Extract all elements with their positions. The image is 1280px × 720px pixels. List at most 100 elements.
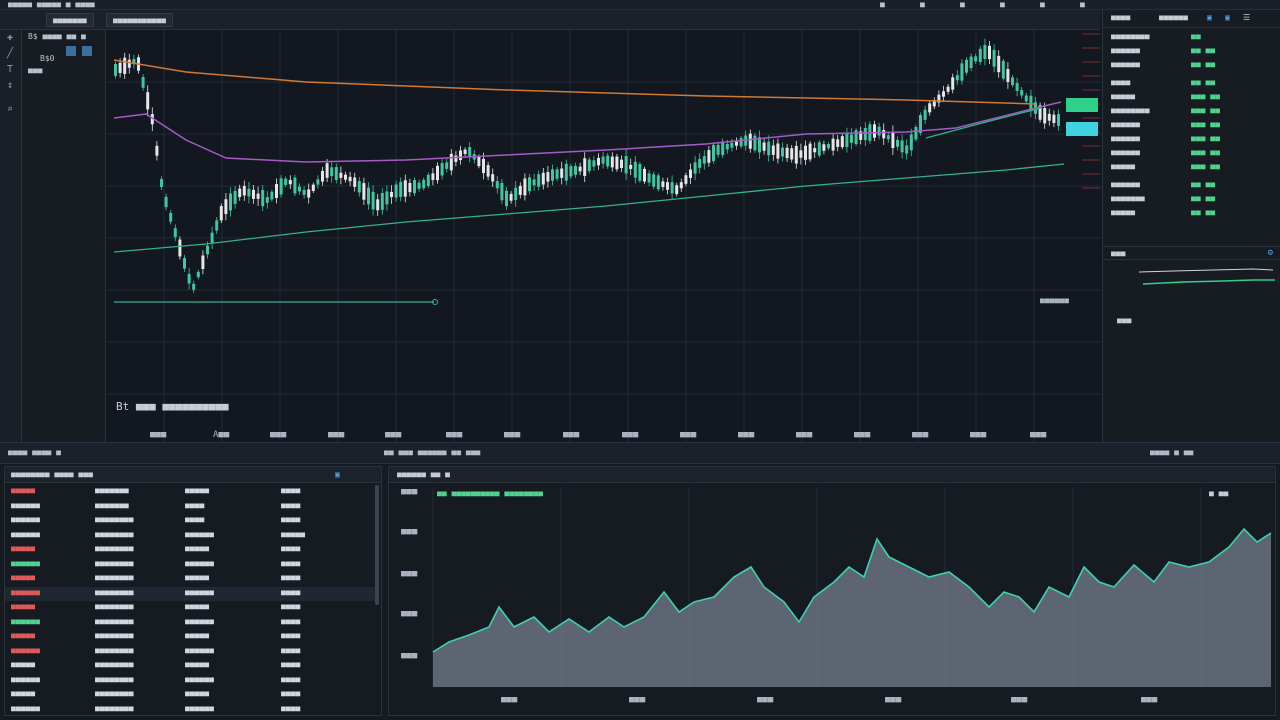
top-icon-4[interactable]: ■: [1000, 0, 1005, 9]
toolbar-left-text[interactable]: ■■■■ ■■■■ ■: [8, 448, 61, 457]
order-book-row[interactable]: ■■■■■■ ■■■■■■■■ ■■■■■■ ■■■■: [5, 674, 375, 688]
order-book-scrollbar[interactable]: [375, 485, 379, 605]
order-book-panel: ■■■■■■■■ ■■■■ ■■■ ▣ ■■■■■ ■■■■■■■ ■■■■■ ■■■…: [4, 466, 382, 716]
order-book-row[interactable]: ■■■■■■■■■■■■■■■■■■■■■■: [5, 514, 375, 528]
candle-body: [537, 174, 541, 187]
y-tick-label: ■■■: [401, 487, 418, 497]
panel-icon[interactable]: ▣: [1207, 13, 1212, 22]
order-book-row[interactable]: ■■■■■■ ■■■■■■■■ ■■■■■■ ■■■■: [5, 586, 375, 601]
order-book-row[interactable]: ■■■■■■ ■■■■■■■■ ■■■■■■ ■■■■: [5, 703, 375, 717]
candle-body: [564, 163, 568, 181]
candle-body: [491, 174, 495, 182]
candle-body: [141, 76, 145, 88]
candle-body: [900, 140, 904, 153]
order-book-row[interactable]: ■■■■■■■■■■■■■■■■■■■■■■: [5, 630, 375, 644]
candle-body: [850, 134, 853, 143]
candle-body: [486, 165, 490, 177]
market-info-row: ■■■■■■■■ ■■: [1111, 32, 1275, 44]
order-book-cell: ■■■■■■: [185, 529, 214, 539]
order-book-row[interactable]: ■■■■■■ ■■■■■■■■ ■■■■■■ ■■■■■: [5, 529, 375, 543]
candle-body: [118, 62, 122, 74]
order-book-row[interactable]: ■■■■■■ ■■■■■■■■ ■■■■■■ ■■■■: [5, 645, 375, 659]
tab-1[interactable]: ■■■■■■■: [46, 13, 94, 27]
measure-icon[interactable]: ↕: [6, 80, 14, 91]
expand-icon[interactable]: ▣: [335, 470, 340, 479]
trend-line-icon[interactable]: ╱: [6, 48, 14, 59]
candle-body: [891, 132, 895, 149]
candle-body: [794, 145, 798, 164]
x-tick-label: ■■■: [738, 430, 755, 440]
y-tick-label: ■■■: [401, 527, 418, 537]
price-chart[interactable]: Bt ■■■ ■■■■■■■■■■ ■■■■■■: [106, 30, 1102, 442]
market-info-key: ■■■■: [1111, 78, 1131, 87]
panel-icon[interactable]: ☰: [1243, 13, 1251, 22]
tab-2[interactable]: ■■■■■■■■■■■: [106, 13, 173, 27]
top-icon-2[interactable]: ■: [920, 0, 925, 9]
candle-body: [771, 145, 775, 155]
y-tick-label: ■■■: [401, 609, 418, 619]
candle-body: [1015, 83, 1019, 91]
candle-body: [601, 156, 605, 164]
toolbar-center-text[interactable]: ■■ ■■■ ■■■■■■ ■■ ■■■: [384, 448, 481, 457]
top-icon-5[interactable]: ■: [1040, 0, 1045, 9]
text-tool-icon[interactable]: T: [6, 64, 14, 75]
candle-body: [1047, 113, 1051, 121]
top-icon-3[interactable]: ■: [960, 0, 965, 9]
order-book-row[interactable]: ■■■■■■ ■■■■■■■■ ■■■■■■ ■■■■: [5, 558, 375, 572]
candle-body: [670, 182, 674, 194]
top-icon-1[interactable]: ■: [880, 0, 885, 9]
compare-icon[interactable]: [82, 46, 92, 56]
panel-icon[interactable]: ▣: [1225, 13, 1230, 22]
order-book-row[interactable]: ■■■■■■■■■■■■■■■■■■■■■: [5, 500, 375, 514]
order-book-row[interactable]: ■■■■■■■■■■■■■■■■■■■■■■: [5, 543, 375, 557]
candle-body: [160, 179, 163, 187]
candle-body: [192, 283, 196, 290]
candle-body: [905, 145, 909, 154]
candle-body: [546, 172, 550, 182]
market-info-value: ■■■ ■■: [1191, 92, 1220, 101]
toolbar-right-text[interactable]: ■■■■ ■ ■■: [1150, 448, 1194, 457]
candle-body: [767, 141, 771, 156]
order-book-row[interactable]: ■■■■■■■■■■■■■■■■■■■■■■: [5, 688, 375, 702]
top-icon-6[interactable]: ■: [1080, 0, 1085, 9]
candle-body: [1038, 105, 1042, 120]
candle-body: [422, 179, 426, 189]
order-book-cell: ■■■■■■: [185, 558, 214, 568]
link-icon[interactable]: [66, 46, 76, 56]
x-tick-label: A■■: [213, 430, 230, 440]
candle-body: [937, 94, 941, 103]
order-book-row[interactable]: ■■■■■■ ■■■■■■■■ ■■■■■■ ■■■■: [5, 616, 375, 630]
cursor-icon[interactable]: ✚: [6, 32, 14, 43]
order-book-row[interactable]: ■■■■■■■■■■■■■■■■■■■■■■: [5, 572, 375, 586]
order-book-title[interactable]: ■■■■■■■■ ■■■■ ■■■: [11, 470, 93, 479]
zoom-icon[interactable]: ⌕: [6, 104, 14, 115]
order-book-cell: ■■■■■■■■: [95, 573, 134, 582]
candle-body: [298, 186, 301, 192]
candle-body: [707, 150, 711, 163]
candle-body: [716, 144, 720, 155]
candle-body: [1006, 69, 1010, 82]
candle-body: [620, 159, 623, 168]
candle-body: [983, 44, 987, 59]
candle-body: [357, 181, 361, 193]
settings-icon[interactable]: ⚙: [1267, 248, 1273, 258]
volume-area-title[interactable]: ■■■■■■ ■■ ■: [397, 470, 450, 479]
y-tick-label: ■■■: [401, 651, 418, 661]
candle-body: [426, 174, 430, 186]
volume-area-chart[interactable]: [389, 467, 1275, 715]
market-info-title[interactable]: ■■■■: [1111, 13, 1131, 22]
price-chart-svg[interactable]: [106, 30, 1102, 442]
candle-body: [942, 91, 945, 97]
order-book-row[interactable]: ■■■■■■■■■■■■■■■■■■■■■■: [5, 601, 375, 615]
volume-area-legend: ■■ ■■■■■■■■■■ ■■■■■■■■: [437, 489, 543, 498]
candle-body: [569, 166, 573, 177]
candle-body: [946, 86, 950, 92]
order-book-row[interactable]: ■■■■■■■■■■■■■■■■■■■■■■: [5, 659, 375, 673]
top-menu-text[interactable]: ■■■■■ ■■■■■ ■ ■■■■: [8, 0, 95, 9]
market-info-key: ■■■■■■: [1111, 120, 1140, 129]
market-info-subtitle[interactable]: ■■■■■■: [1159, 13, 1188, 22]
candle-body: [219, 205, 223, 221]
candle-body: [330, 167, 334, 177]
market-info-value: ■■ ■■: [1191, 46, 1216, 55]
order-book-row[interactable]: ■■■■■■■■■■■■■■■■■■■■■: [5, 485, 375, 499]
